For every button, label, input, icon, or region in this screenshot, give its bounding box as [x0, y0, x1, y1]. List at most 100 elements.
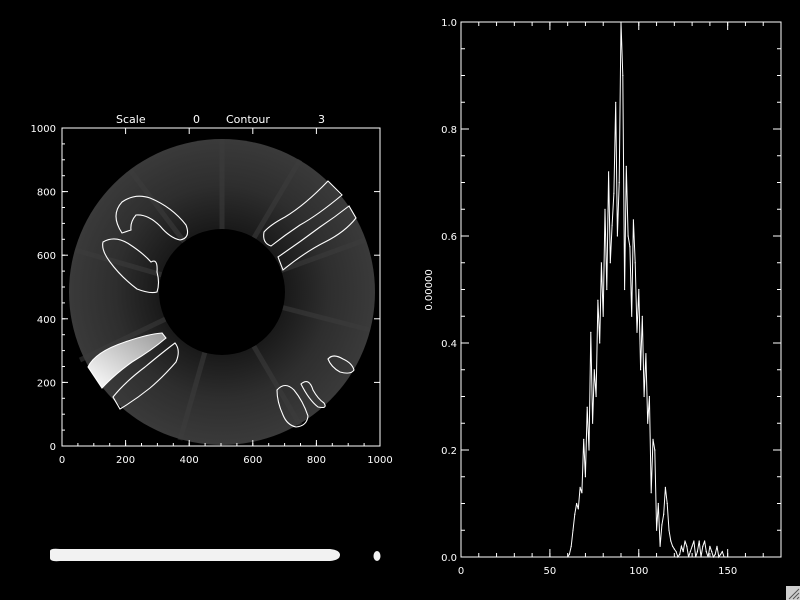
- data-point: [688, 556, 690, 558]
- y-tick-label: 1.0: [441, 18, 457, 29]
- data-point: [716, 545, 718, 547]
- data-point: [616, 235, 619, 237]
- data-point: [680, 545, 683, 547]
- data-point: [702, 545, 704, 547]
- resize-grip-icon[interactable]: [786, 586, 800, 600]
- contour-lines: [87, 180, 357, 428]
- image-x-tick-label: 200: [116, 455, 135, 466]
- y-tick-label: 0.6: [441, 232, 457, 243]
- data-point: [613, 192, 615, 194]
- data-point: [664, 486, 667, 488]
- data-point: [602, 315, 604, 317]
- contour-lower-right-2: [300, 381, 326, 409]
- data-point: [611, 224, 613, 226]
- image-y-tick-label: 200: [37, 378, 56, 389]
- data-point: [673, 548, 675, 550]
- data-point: [686, 545, 688, 547]
- data-point: [675, 551, 677, 553]
- data-point: [609, 262, 611, 264]
- annulus-inner-hole: [159, 229, 285, 355]
- data-point: [590, 331, 592, 333]
- data-point: [624, 288, 626, 291]
- line-axes-frame: [460, 21, 782, 558]
- image-y-tick-label: 600: [37, 251, 56, 262]
- data-point: [615, 101, 617, 103]
- data-point: [604, 208, 606, 210]
- y-axis-label: 0.00000: [424, 269, 435, 310]
- data-point: [707, 556, 709, 558]
- contour-bright-patch: [87, 332, 167, 389]
- data-point: [577, 508, 579, 510]
- color-bar-strip: [50, 548, 340, 562]
- data-point: [636, 331, 638, 333]
- data-point: [696, 551, 699, 553]
- y-tick-label: 0.4: [441, 339, 457, 350]
- data-point: [608, 171, 610, 173]
- data-point: [593, 369, 595, 371]
- data-point: [700, 556, 702, 558]
- data-point: [714, 553, 716, 555]
- data-point: [576, 502, 578, 505]
- data-point: [574, 513, 576, 515]
- data-point: [567, 556, 569, 558]
- data-point: [600, 262, 603, 264]
- data-point: [570, 545, 572, 547]
- contour-value: 3: [318, 113, 325, 126]
- data-point: [725, 556, 727, 558]
- data-point: [568, 553, 571, 555]
- data-point: [643, 395, 645, 398]
- color-bar-dot: [373, 551, 381, 561]
- data-point: [618, 181, 620, 184]
- data-point: [654, 449, 656, 451]
- data-point: [704, 540, 706, 542]
- data-point: [693, 540, 695, 542]
- annulus-image: [69, 139, 375, 445]
- data-point: [595, 395, 597, 398]
- data-point: [677, 556, 679, 558]
- data-point: [629, 246, 631, 248]
- image-panel: Scale 0 Contour 3: [31, 113, 393, 466]
- image-x-tick-label: 600: [243, 455, 262, 466]
- data-point: [723, 556, 725, 558]
- data-point: [698, 540, 700, 542]
- data-point: [718, 556, 720, 558]
- bright-patch: [88, 333, 166, 388]
- data-point: [672, 545, 674, 547]
- data-point: [720, 553, 722, 555]
- data-point: [583, 438, 585, 440]
- data-point: [648, 395, 651, 398]
- line-x-ticks: 0 50 100 150: [458, 22, 782, 577]
- data-point: [572, 529, 574, 531]
- image-x-tick-label: 400: [180, 455, 199, 466]
- image-y-ticks: 0 200 400 600 800 1000: [31, 124, 380, 453]
- contour-upper-left-1: [115, 195, 189, 241]
- data-point: [712, 556, 715, 558]
- data-point: [586, 406, 588, 408]
- data-point: [684, 540, 686, 542]
- data-point: [620, 21, 622, 23]
- data-point: [657, 502, 659, 505]
- data-point: [631, 315, 633, 317]
- data-point: [650, 492, 652, 494]
- data-point: [584, 476, 587, 478]
- x-tick-label: 100: [629, 566, 648, 577]
- y-tick-label: 0.2: [441, 446, 457, 457]
- contour-right-small: [327, 355, 355, 374]
- data-point: [599, 342, 601, 344]
- data-point: [711, 551, 713, 553]
- data-point: [622, 74, 624, 77]
- data-point: [597, 299, 599, 301]
- x-tick-label: 0: [458, 566, 464, 577]
- data-point: [668, 529, 670, 531]
- y-tick-label: 0.8: [441, 125, 457, 136]
- data-point: [670, 540, 672, 542]
- color-bar: [50, 548, 381, 562]
- data-point: [647, 422, 649, 424]
- data-point: [592, 422, 594, 424]
- contour-upper-left-2: [102, 238, 160, 294]
- contour-lower-right-1: [276, 384, 309, 428]
- data-point: [606, 288, 608, 291]
- scale-label: Scale: [116, 113, 146, 126]
- data-point: [659, 545, 661, 547]
